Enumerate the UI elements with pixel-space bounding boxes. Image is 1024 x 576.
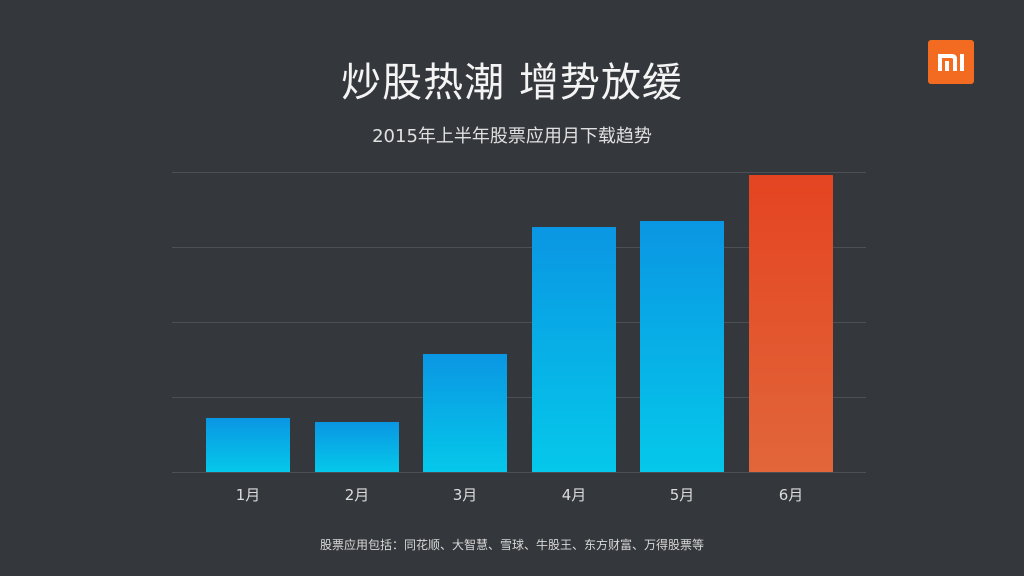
x-tick-label: 4月 xyxy=(561,486,587,504)
x-tick-label: 5月 xyxy=(669,486,695,504)
bar-4 xyxy=(532,227,616,472)
gridline xyxy=(172,322,866,323)
mi-logo xyxy=(928,40,974,84)
gridline xyxy=(172,247,866,248)
page-title: 炒股热潮 增势放缓 xyxy=(341,60,683,106)
bar-1 xyxy=(206,418,290,472)
x-tick-label: 6月 xyxy=(778,486,804,504)
gridline xyxy=(172,172,866,173)
x-tick-label: 2月 xyxy=(344,486,370,504)
x-tick-label: 3月 xyxy=(452,486,478,504)
bar-5 xyxy=(640,221,724,472)
bar-chart xyxy=(172,172,866,473)
chart-subtitle: 2015年上半年股票应用月下载趋势 xyxy=(372,126,652,147)
mi-logo-icon xyxy=(938,54,964,71)
gridline xyxy=(172,397,866,398)
footnote: 股票应用包括：同花顺、大智慧、雪球、牛股王、东方财富、万得股票等 xyxy=(319,538,704,552)
x-tick-label: 1月 xyxy=(235,486,261,504)
x-axis-baseline xyxy=(172,472,866,473)
bar-3 xyxy=(423,354,507,472)
bar-2 xyxy=(315,422,399,472)
bar-6 xyxy=(749,175,833,472)
